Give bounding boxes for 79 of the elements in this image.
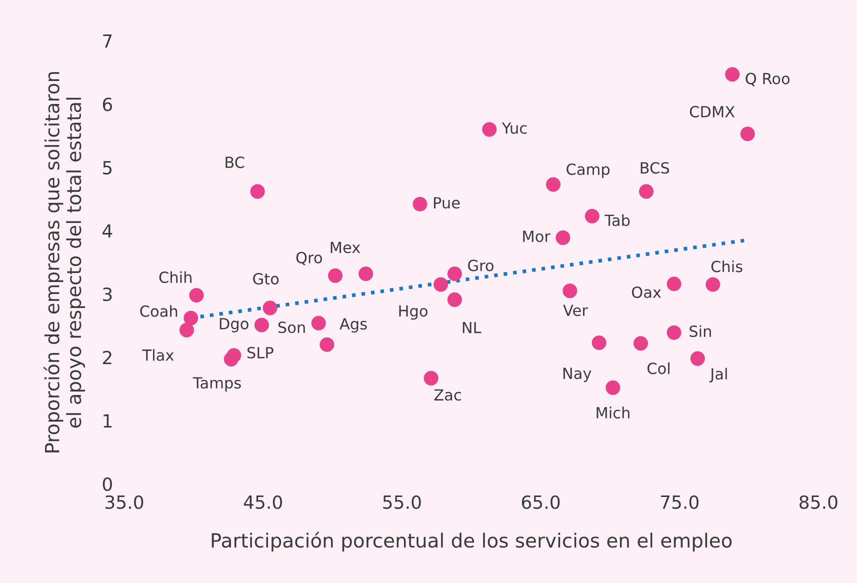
point [666, 276, 682, 292]
data-label: Zac [434, 389, 461, 401]
point [584, 208, 600, 224]
point [592, 335, 606, 350]
point [424, 370, 438, 386]
y-tick-label: 4 [102, 224, 112, 238]
point [320, 337, 334, 352]
point [706, 277, 720, 292]
y-axis-title: Proporción de empresas que solicitaron el apoyo respecto del total estatal [44, 72, 85, 452]
y-tick-label: 7 [103, 34, 112, 48]
data-label: CDMX [690, 106, 735, 118]
data-label: Gto [253, 273, 279, 285]
data-label: Col [648, 362, 670, 374]
data-label: SLP [247, 346, 274, 358]
data-label: Qro [296, 252, 322, 266]
data-label: Coah [140, 305, 178, 317]
x-tick-label: 45.0 [244, 495, 282, 509]
data-label: Nay [563, 368, 592, 382]
data-label: Pue [434, 197, 460, 209]
data-label: BCS [640, 162, 670, 174]
data-label: Mex [330, 242, 360, 254]
x-tick-label: 65.0 [522, 495, 560, 509]
data-label: Camp [566, 163, 610, 178]
point [328, 268, 343, 283]
point [562, 284, 578, 298]
point [725, 67, 740, 82]
point [447, 292, 462, 307]
data-label: Tab [604, 214, 630, 226]
y-tick-label: 3 [103, 287, 112, 302]
point [358, 266, 374, 282]
y-tick-label: 2 [102, 350, 112, 364]
x-tick-label: 35.0 [106, 495, 144, 509]
data-label: Ver [563, 304, 588, 316]
x-tick-label: 85.0 [800, 495, 838, 509]
data-label: Oax [632, 286, 662, 298]
data-label: Gro [468, 260, 494, 272]
data-label: Mich [596, 406, 630, 418]
data-label: Q Roo [746, 72, 790, 86]
data-label: Chih [159, 271, 192, 284]
point [546, 177, 561, 192]
y-tick-label: 0 [102, 477, 112, 492]
y-tick-label: 6 [102, 98, 112, 112]
point [434, 277, 448, 292]
point [262, 300, 278, 316]
point [250, 184, 265, 199]
point [254, 318, 269, 332]
point [224, 352, 238, 366]
data-label: Sin [690, 325, 711, 338]
point [184, 310, 198, 326]
data-label: Mor [523, 230, 550, 242]
point [633, 336, 648, 351]
x-tick-label: 55.0 [383, 495, 421, 509]
data-label: Ags [340, 318, 367, 333]
data-label: BC [226, 156, 244, 168]
data-label: Jal [709, 368, 727, 382]
data-label: Yuc [502, 122, 527, 134]
data-label: Son [278, 322, 305, 334]
data-label: Tlax [142, 349, 174, 361]
point [740, 126, 755, 142]
data-label: Dgo [220, 318, 248, 332]
point [311, 316, 326, 330]
point [482, 122, 497, 137]
x-axis-title: Participación porcentual de los servicios en el empleo [212, 532, 732, 552]
x-tick-label: 75.0 [660, 495, 699, 509]
point [666, 325, 682, 340]
data-label: Chis [711, 260, 742, 272]
y-tick-label: 5 [103, 161, 112, 175]
data-label: Hgo [399, 305, 428, 320]
point [179, 322, 194, 338]
point [189, 288, 204, 303]
point [638, 184, 654, 199]
point [690, 351, 705, 366]
point [606, 380, 620, 395]
point [556, 230, 570, 245]
point [412, 196, 428, 212]
point [447, 266, 462, 282]
data-label: NL [462, 322, 482, 334]
y-tick-label: 1 [104, 414, 112, 428]
data-label: Tamps [192, 377, 241, 392]
